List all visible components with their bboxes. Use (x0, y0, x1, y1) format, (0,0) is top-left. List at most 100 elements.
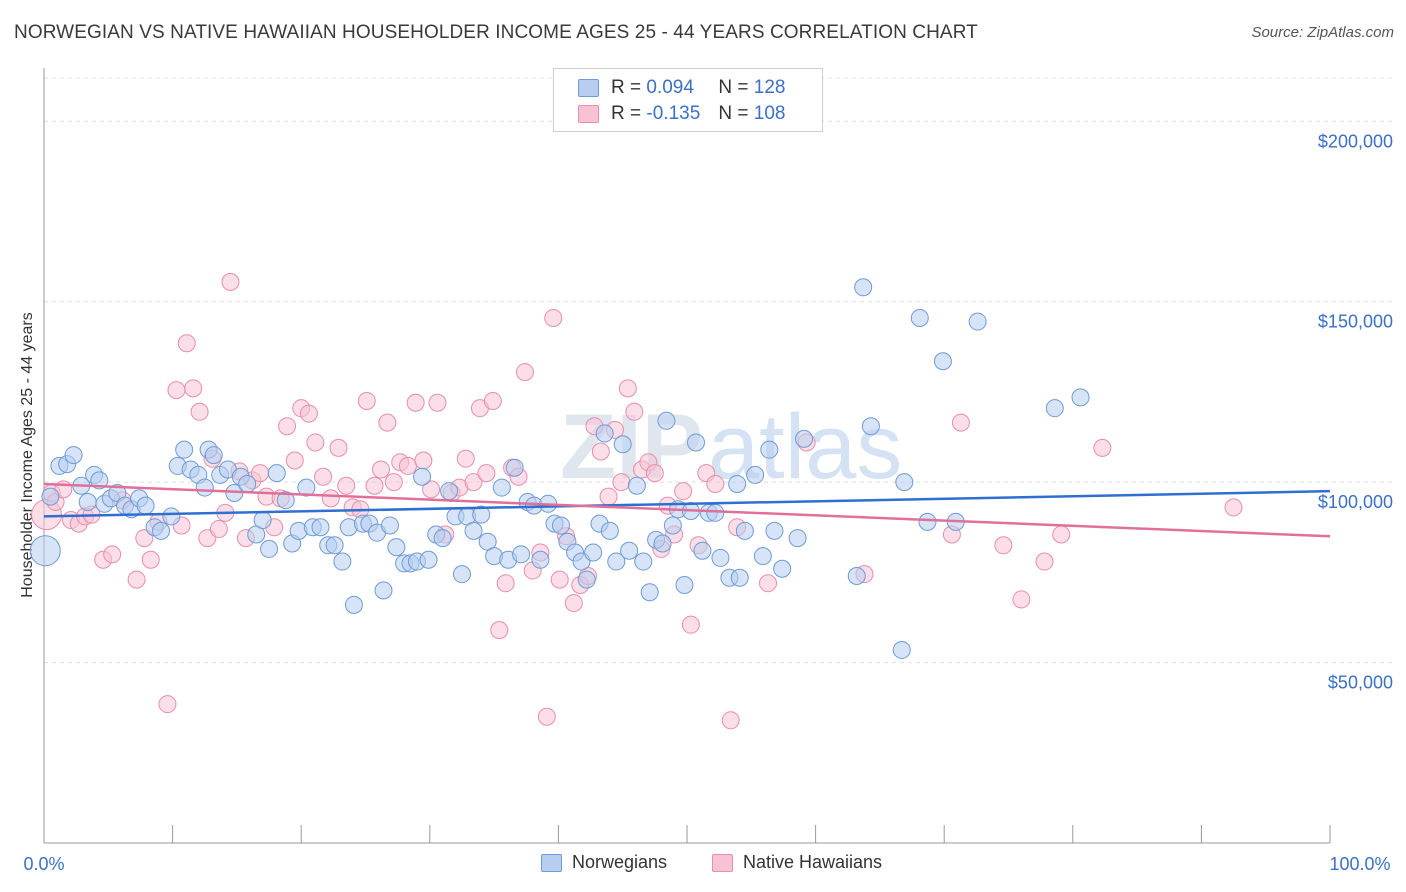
native-hawaiian-point (612, 473, 631, 492)
norwegian-point (687, 433, 706, 452)
norwegian-point (968, 312, 987, 331)
norwegian-point (204, 446, 223, 465)
norwegian-point (584, 543, 603, 562)
native-hawaiian-point (398, 456, 417, 475)
native-hawaiian-point (483, 391, 502, 410)
norwegian-point (136, 496, 155, 515)
native-hawaiian-point (1093, 438, 1112, 457)
y-tick-label: $150,000 (1318, 312, 1393, 332)
norwegian-point (607, 552, 626, 571)
native-hawaiian-point (1052, 525, 1071, 544)
norwegian-point (464, 521, 483, 540)
norwegian-point (627, 476, 646, 495)
legend-swatch-blue (578, 79, 599, 97)
norwegian-point (675, 575, 694, 594)
native-hawaiian-point (591, 442, 610, 461)
y-tick-label: $100,000 (1318, 492, 1393, 512)
native-hawaiian-point (406, 393, 425, 412)
norwegian-point (492, 478, 511, 497)
norwegian-point (380, 516, 399, 535)
native-hawaiian-point (299, 404, 318, 423)
source-label: Source: ZipAtlas.com (1251, 24, 1394, 41)
native-hawaiian-point (625, 402, 644, 421)
native-hawaiian-point (477, 464, 496, 483)
norwegian-point (847, 566, 866, 585)
norwegian-point (746, 465, 765, 484)
legend-row-norwegians: R = 0.094 N = 128 (578, 77, 785, 99)
native-hawaiian-point (167, 381, 186, 400)
native-hawaiian-point (994, 536, 1013, 555)
norwegian-point (577, 570, 596, 589)
legend-swatch-pink (578, 105, 599, 123)
norwegian-point (253, 511, 272, 530)
native-hawaiian-point (681, 615, 700, 634)
norwegian-point (374, 581, 393, 600)
x-tick-label: 0.0% (23, 854, 64, 874)
trend-line (43, 489, 1331, 518)
native-hawaiian-point (464, 473, 483, 492)
trend-lines (43, 482, 1331, 538)
norwegian-point (297, 478, 316, 497)
native-hawaiian-point (127, 570, 146, 589)
norwegian-point (195, 478, 214, 497)
bottom-legend-swatch-blue (541, 853, 562, 872)
native-hawaiian-point (158, 695, 177, 714)
native-hawaiian-point (706, 474, 725, 493)
native-hawaiian-point (209, 520, 228, 539)
native-hawaiian-point (674, 482, 693, 501)
legend-r-label: R = (611, 103, 642, 124)
native-hawaiian-point (141, 550, 160, 569)
native-hawaiian-point (314, 467, 333, 486)
native-hawaiian-point (564, 594, 583, 613)
native-hawaiian-point (422, 480, 441, 499)
norwegian-point (693, 541, 712, 560)
norwegian-point (1045, 399, 1064, 418)
gridlines (44, 77, 1395, 664)
norwegian-point (640, 583, 659, 602)
native-hawaiian-point (1224, 498, 1243, 517)
native-hawaiian-point (1012, 590, 1031, 609)
native-hawaiian-point (1035, 552, 1054, 571)
x-tick-label: 100.0% (1329, 854, 1390, 874)
legend-n-value: 128 (753, 77, 786, 98)
norwegian-point (765, 521, 784, 540)
series-native-hawaiians-points (31, 272, 1243, 730)
norwegian-point (728, 474, 747, 493)
norwegian-point (162, 507, 181, 526)
native-hawaiian-point (721, 711, 740, 730)
native-hawaiian-point (414, 451, 433, 470)
native-hawaiian-point (306, 433, 325, 452)
native-hawaiian-point (103, 545, 122, 564)
norwegian-point (861, 417, 880, 436)
legend-r-value: -0.135 (646, 103, 701, 124)
native-hawaiian-point (515, 363, 534, 382)
legend-n-value: 108 (753, 103, 786, 124)
norwegian-point (440, 482, 459, 501)
norwegian-point (895, 473, 914, 492)
norwegian-point (276, 491, 295, 510)
bottom-legend-swatch-pink (712, 853, 733, 872)
native-hawaiian-point (951, 413, 970, 432)
native-hawaiian-point (618, 379, 637, 398)
norwegian-point (29, 535, 61, 567)
norwegian-point (918, 512, 937, 531)
norwegian-point (175, 440, 194, 459)
norwegian-point (773, 559, 792, 578)
norwegian-point (1071, 388, 1090, 407)
norwegian-point (311, 518, 330, 537)
native-hawaiian-point (759, 574, 778, 593)
norwegian-point (854, 278, 873, 297)
bottom-legend-norwegians: Norwegians (541, 852, 667, 873)
legend-r-value: 0.094 (646, 77, 694, 98)
y-tick-label: $200,000 (1318, 131, 1393, 151)
native-hawaiian-point (496, 574, 515, 593)
native-hawaiian-point (177, 334, 196, 353)
native-hawaiian-point (456, 449, 475, 468)
norwegian-point (238, 474, 257, 493)
bottom-legend-label: Norwegians (572, 852, 668, 872)
norwegian-point (64, 446, 83, 465)
norwegian-point (910, 308, 929, 327)
norwegian-point (531, 550, 550, 569)
norwegian-point (260, 539, 279, 558)
native-hawaiian-point (599, 487, 618, 506)
